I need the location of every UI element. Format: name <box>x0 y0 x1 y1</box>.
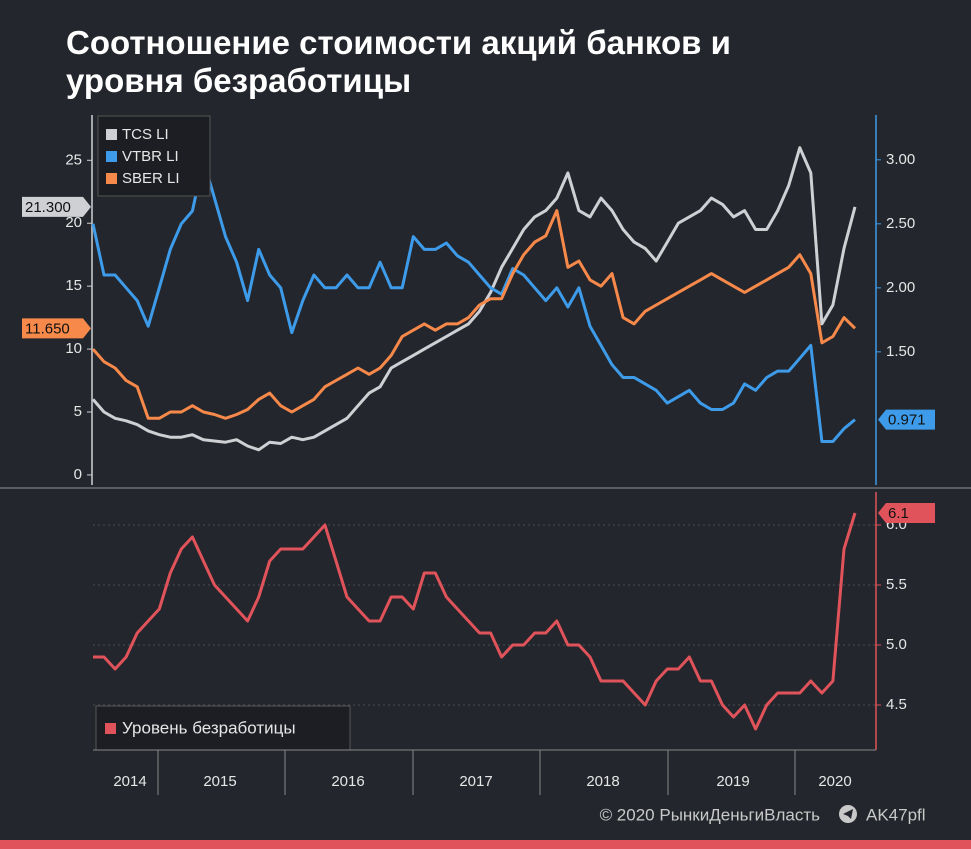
end-tag <box>22 196 91 217</box>
x-tick-label: 2014 <box>113 773 146 790</box>
y-tick-label: 15 <box>65 277 82 294</box>
y2-tick-label: 2.50 <box>886 215 915 232</box>
y-tick-label: 0 <box>74 466 82 483</box>
legend-box <box>95 705 351 751</box>
x-tick-label: 2015 <box>203 773 236 790</box>
y-tick-label: 20 <box>65 214 82 231</box>
legend-label: Уровень безработицы <box>122 718 296 737</box>
y2-tick-label: 1.50 <box>886 343 915 360</box>
end-tag <box>22 318 91 339</box>
x-tick-label: 2016 <box>331 773 364 790</box>
bottom-bar <box>0 840 971 849</box>
legend-label: VTBR LI <box>122 148 179 165</box>
end-label: 11.650 <box>25 320 70 337</box>
y-tick-label: 5.0 <box>886 636 907 653</box>
series-line <box>93 512 857 731</box>
legend-swatch <box>106 129 117 140</box>
legend-label: TCS LI <box>122 126 169 143</box>
end-tag <box>878 503 935 523</box>
chart-title: Соотношение стоимости акций банков и уро… <box>66 24 731 99</box>
end-tag <box>878 409 935 430</box>
y2-tick-label: 3.00 <box>886 151 915 168</box>
x-tick-label: 2017 <box>459 773 492 790</box>
x-tick-label: 2020 <box>818 773 851 790</box>
y-tick-label: 4.5 <box>886 696 907 713</box>
telegram-plane <box>843 809 853 819</box>
end-label: 21.300 <box>25 199 71 216</box>
series-line <box>91 158 856 443</box>
legend-swatch <box>105 723 116 734</box>
end-label: 6.1 <box>888 505 909 522</box>
copyright: © 2020 РынкиДеньгиВласть <box>600 805 821 824</box>
y-tick-label: 5 <box>74 403 82 420</box>
series-line <box>91 209 857 420</box>
x-tick-label: 2018 <box>586 773 619 790</box>
telegram: AK47pfl <box>866 805 926 824</box>
legend-label: SBER LI <box>122 170 180 187</box>
x-tick-label: 2019 <box>716 773 749 790</box>
y2-tick-label: 2.00 <box>886 279 915 296</box>
legend-swatch <box>106 151 117 162</box>
series-line <box>91 146 857 452</box>
y-tick-label: 25 <box>65 151 82 168</box>
y-tick-label: 5.5 <box>886 576 907 593</box>
y-tick-label: 10 <box>65 340 82 357</box>
legend-swatch <box>106 173 117 184</box>
end-label: 0.971 <box>888 412 926 429</box>
